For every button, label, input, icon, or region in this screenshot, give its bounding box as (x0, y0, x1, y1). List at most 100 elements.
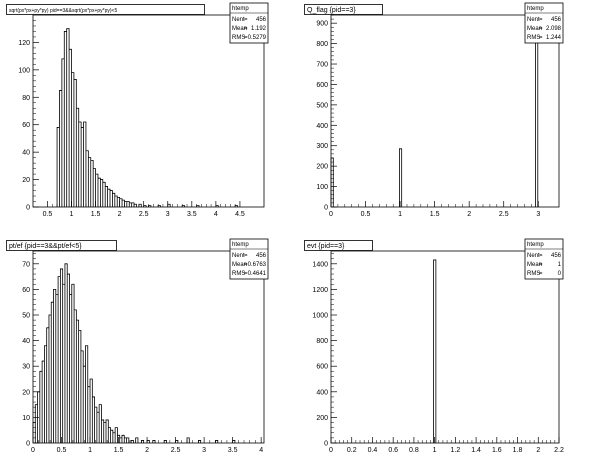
stats-value: 0 (558, 271, 562, 277)
histogram-bin (139, 204, 141, 207)
histogram-bin (136, 438, 138, 443)
x-tick-label: 4.5 (235, 211, 245, 218)
histogram-bin (434, 260, 436, 443)
x-tick-label: 2 (118, 211, 122, 218)
histogram-bin (164, 440, 166, 443)
histogram-bin (84, 122, 86, 207)
x-tick-label: 1 (433, 447, 437, 454)
y-tick-label: 60 (22, 287, 30, 294)
histogram-bin (54, 289, 56, 443)
x-tick-label: 3.5 (228, 447, 238, 454)
histogram-title: evt {pid==3} (307, 243, 345, 250)
stats-key: RMS (527, 271, 540, 277)
x-tick-label: 1.5 (91, 211, 101, 218)
stats-equals-sign: = (244, 262, 248, 268)
stats-equals-sign: = (244, 271, 248, 277)
histogram-bin (67, 29, 69, 207)
y-tick-label: 0 (324, 441, 328, 448)
histogram-bin (113, 433, 115, 443)
y-tick-label: 10 (22, 415, 30, 422)
stats-equals-sign: = (539, 271, 543, 277)
x-tick-label: 3 (166, 211, 170, 218)
x-tick-label: 2 (467, 211, 471, 218)
histogram-bin (124, 202, 126, 207)
histogram-bin (74, 79, 76, 207)
stats-key: RMS (232, 271, 245, 277)
histogram-pad-q-flag: 0 0.5 1 1.5 2 2.5 3 0 100 200 300 400 500 600 700 800 90… (304, 2, 564, 218)
x-tick-label: 4 (259, 447, 263, 454)
stats-value: 1.244 (546, 35, 562, 41)
histogram-bin (59, 90, 61, 207)
histogram-bin (197, 206, 199, 207)
x-tick-label: 1.8 (513, 447, 523, 454)
stats-value: 456 (551, 253, 562, 259)
stats-equals-sign: = (539, 17, 543, 23)
histogram-bin (99, 405, 101, 443)
title-box (6, 4, 205, 15)
histogram-bin (79, 122, 81, 207)
stats-header: htemp (527, 6, 544, 12)
stats-value: 0.4641 (248, 271, 267, 277)
histogram-bin (97, 412, 99, 443)
x-tick-label: 0.4 (368, 447, 378, 454)
histogram-bin (67, 274, 69, 443)
y-tick-label: 1200 (312, 287, 328, 294)
stats-equals-sign: = (539, 262, 543, 268)
histogram-bin (47, 328, 49, 443)
histogram-bin (115, 428, 117, 443)
histogram-outline (433, 259, 437, 443)
y-tick-label: 0 (324, 205, 328, 212)
histogram-outline (330, 26, 539, 207)
histogram-bin (69, 49, 71, 207)
x-tick-label: 2.5 (171, 447, 181, 454)
x-tick-label: 2 (536, 447, 540, 454)
y-tick-label: 70 (22, 261, 30, 268)
stats-box (229, 2, 269, 44)
histogram-bin (120, 438, 122, 443)
histogram-title: sqrt(px*px+py*py) pid==3&&sqrt(px*px+py*… (9, 8, 117, 14)
histogram-bin (72, 284, 74, 443)
x-tick-label: 3 (536, 211, 540, 218)
stats-value: 456 (551, 17, 562, 23)
stats-key: Mean (527, 262, 542, 268)
y-tick-label: 700 (316, 62, 328, 69)
y-tick-label: 20 (22, 177, 30, 184)
histogram-bin (235, 206, 237, 207)
x-tick-label: 1.6 (492, 447, 502, 454)
histogram-bin (85, 346, 87, 443)
histogram-bin (88, 158, 90, 207)
histogram-bin (131, 440, 133, 443)
histogram-bin (101, 420, 103, 443)
histogram-bin (141, 440, 143, 443)
histogram-bin (127, 202, 129, 207)
y-tick-label: 100 (18, 67, 30, 74)
histogram-bin (187, 438, 189, 443)
y-tick-label: 600 (316, 82, 328, 89)
y-tick-label: 120 (18, 40, 30, 47)
x-tick-label: 1.5 (114, 447, 124, 454)
histogram-bin (56, 295, 58, 443)
histogram-bin (132, 203, 134, 207)
histogram-bin (168, 204, 170, 207)
x-tick-label: 4 (214, 211, 218, 218)
histogram-bin (216, 206, 218, 207)
stats-value: 456 (256, 253, 267, 259)
histogram-bin (110, 191, 112, 207)
histogram-bin (58, 277, 60, 443)
histogram-bin (108, 428, 110, 443)
y-tick-label: 500 (316, 102, 328, 109)
y-tick-label: 800 (316, 41, 328, 48)
histogram-bin (74, 310, 76, 443)
y-tick-label: 900 (316, 21, 328, 28)
x-tick-label: 1 (398, 211, 402, 218)
histogram-bin (51, 302, 53, 443)
histogram-bin (100, 180, 102, 207)
x-tick-label: 0 (329, 211, 333, 218)
y-tick-label: 300 (316, 143, 328, 150)
histogram-bin (134, 204, 136, 207)
plot-frame (32, 250, 265, 444)
histogram-bin (158, 206, 160, 207)
title-box (6, 240, 117, 251)
histogram-bin (127, 438, 129, 443)
x-tick-label: 2.2 (554, 447, 564, 454)
